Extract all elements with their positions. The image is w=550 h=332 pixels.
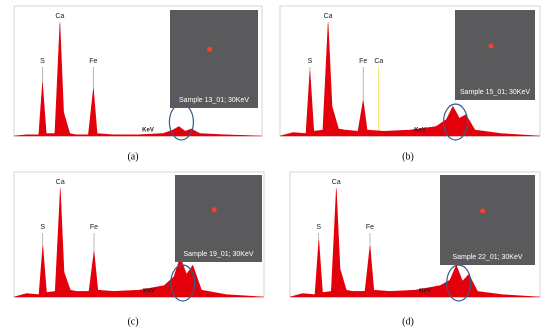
- inset-label: Sample 22_01; 30KeV: [452, 254, 522, 261]
- photo-inset: [455, 10, 535, 100]
- peak-label: Ca: [55, 13, 64, 20]
- peak-label: Fe: [89, 58, 97, 65]
- peak-label: Fe: [366, 224, 374, 231]
- photo-spot: [211, 207, 217, 213]
- panel-caption: (c): [127, 316, 138, 327]
- inset-label: Sample 13_01; 30KeV: [179, 97, 249, 104]
- x-axis-label: KeV: [142, 128, 154, 134]
- photo-spot: [480, 208, 486, 214]
- peak-label: Fe: [359, 58, 367, 65]
- photo-inset: [175, 175, 262, 262]
- photo-spot: [488, 43, 494, 49]
- panel-caption: (b): [402, 151, 414, 162]
- photo-spot: [207, 46, 213, 52]
- peak-label: S: [40, 224, 45, 231]
- spectrum: [13, 189, 265, 298]
- x-axis-label: KeV: [143, 289, 155, 295]
- x-axis-label: KeV: [414, 128, 426, 134]
- peak-label: S: [40, 58, 45, 65]
- peak-label: Fe: [90, 224, 98, 231]
- peak-label: Ca: [332, 179, 341, 186]
- inset-label: Sample 15_01; 30KeV: [460, 89, 530, 96]
- photo-inset: [440, 175, 535, 265]
- peak-label: Ca: [374, 58, 383, 65]
- photo-inset: [170, 10, 258, 108]
- peak-label: Ca: [56, 179, 65, 186]
- highlight-circle: [170, 264, 196, 302]
- peak-label: S: [316, 224, 321, 231]
- x-axis-label: KeV: [419, 289, 431, 295]
- panel-caption: (a): [127, 151, 138, 162]
- inset-label: Sample 19_01; 30KeV: [183, 251, 253, 258]
- peak-label: S: [308, 58, 313, 65]
- panel-caption: (d): [402, 316, 414, 327]
- peak-label: Ca: [324, 13, 333, 20]
- highlight-circle: [442, 103, 469, 141]
